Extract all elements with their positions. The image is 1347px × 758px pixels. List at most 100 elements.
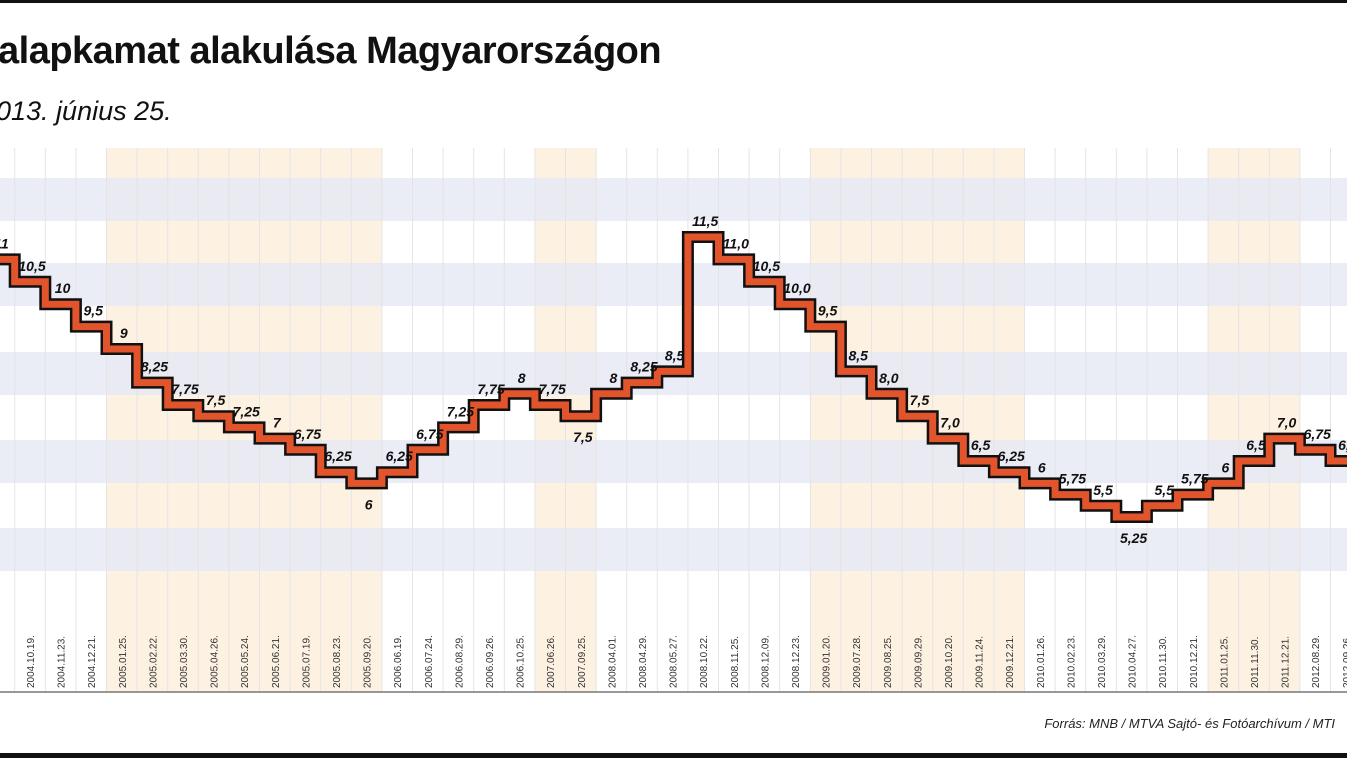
data-label: 8 [518, 370, 526, 386]
bottom-border [0, 753, 1347, 758]
x-tick-label: 2012.08.29. [1311, 635, 1322, 688]
data-label: 7,25 [233, 403, 260, 419]
x-tick-label: 2009.08.25. [883, 635, 894, 688]
x-tick-label: 2005.05.24. [240, 635, 251, 688]
data-label: 7,0 [940, 415, 960, 431]
x-tick-label: 2005.04.26. [210, 635, 221, 688]
x-tick-label: 2009.01.20. [822, 635, 833, 688]
data-label: 7,5 [206, 392, 226, 408]
data-label: 10 [55, 280, 71, 296]
data-label: 10,5 [753, 258, 780, 274]
data-label: 6 [1038, 459, 1046, 475]
x-tick-label: 2006.09.26. [485, 635, 496, 688]
x-tick-label: 2008.12.23. [791, 635, 802, 688]
data-label: 7,5 [573, 429, 593, 445]
data-label: 8 [610, 370, 618, 386]
x-tick-label: 2004.10.19. [26, 635, 37, 688]
data-label: 11,0 [723, 235, 749, 251]
x-tick-label: 2008.04.29. [638, 635, 649, 688]
x-tick-label: 2008.11.25. [730, 636, 741, 688]
data-label: 7,75 [539, 381, 566, 397]
x-tick-label: 2004.12.21. [87, 635, 98, 688]
data-label: 6,25 [386, 448, 413, 464]
data-label: 6,5 [1338, 437, 1347, 453]
x-tick-label: 2010.11.30. [1158, 636, 1169, 688]
data-label: 6,75 [294, 426, 321, 442]
data-label: 7,25 [447, 403, 474, 419]
x-tick-label: 2010.04.27. [1128, 635, 1139, 688]
data-label: 8,25 [141, 359, 168, 375]
x-tick-label: 2007.09.25. [577, 635, 588, 688]
x-tick-label: 2012.09.26. [1342, 635, 1347, 688]
data-label: 7,5 [910, 392, 930, 408]
x-tick-label: 2011.12.21. [1281, 636, 1292, 688]
x-tick-label: 2008.12.09. [760, 635, 771, 688]
data-label: 7 [273, 415, 282, 431]
data-label: 5,5 [1093, 482, 1113, 498]
data-label: 6 [365, 496, 373, 512]
x-tick-label: 2011.01.25. [1219, 636, 1230, 688]
x-tick-label: 2008.10.22. [699, 635, 710, 688]
x-tick-label: 2009.11.24. [975, 636, 986, 688]
x-tick-label: 2007.06.26. [546, 635, 557, 688]
x-tick-label: 2005.02.22. [148, 635, 159, 688]
x-tick-label: 2010.02.23. [1066, 635, 1077, 688]
data-label: 10,5 [18, 258, 45, 274]
data-label: 10,0 [783, 280, 810, 296]
data-label: 5,75 [1059, 471, 1086, 487]
x-tick-label: 2006.07.24. [424, 635, 435, 688]
x-tick-label: 2005.08.23. [332, 635, 343, 688]
data-label: 6,25 [324, 448, 351, 464]
x-tick-label: 2005.06.21. [271, 635, 282, 688]
data-label: 9,5 [83, 303, 103, 319]
data-label: 9 [120, 325, 128, 341]
data-label: 7,75 [171, 381, 198, 397]
data-label: 8,5 [848, 347, 868, 363]
top-border [0, 0, 1347, 3]
x-tick-label: 2009.09.29. [913, 635, 924, 688]
chart-subtitle: 013. június 25. [0, 96, 172, 126]
data-label: 6,75 [1304, 426, 1331, 442]
year-shade-2005 [106, 148, 382, 692]
data-label: 11,5 [692, 213, 718, 229]
horizontal-band [0, 178, 1347, 221]
data-label: 6,25 [998, 448, 1025, 464]
data-label: 5,75 [1181, 471, 1208, 487]
data-label: 6,75 [416, 426, 443, 442]
chart-title: alapkamat alakulása Magyarországon [0, 30, 662, 72]
x-tick-label: 2010.03.29. [1097, 635, 1108, 688]
x-tick-label: 2010.01.26. [1036, 635, 1047, 688]
x-tick-label: 2006.10.25. [516, 635, 527, 688]
x-tick-label: 2008.05.27. [669, 635, 680, 688]
data-label: 5,5 [1154, 482, 1174, 498]
data-label: 9,5 [818, 303, 838, 319]
data-label: 8,25 [630, 359, 657, 375]
x-tick-label: 2005.09.20. [363, 635, 374, 688]
horizontal-band [0, 528, 1347, 571]
data-label: 7,75 [477, 381, 504, 397]
data-label: 8,5 [665, 347, 685, 363]
series-line [0, 233, 1347, 521]
x-tick-label: 2005.01.25. [118, 635, 129, 688]
x-tick-label: 2004.11.23. [57, 636, 68, 688]
x-tick-label: 2009.10.20. [944, 635, 955, 688]
data-label: 5,25 [1120, 530, 1147, 546]
x-tick-label: 2005.03.30. [179, 635, 190, 688]
x-tick-label: 2005.07.19. [301, 635, 312, 688]
data-label: 6,5 [971, 437, 991, 453]
x-tick-label: 2011.11.30. [1250, 637, 1261, 688]
source-note: Forrás: MNB / MTVA Sajtó- és Fotóarchívu… [1044, 716, 1335, 731]
x-tick-label: 2006.06.19. [393, 635, 404, 688]
data-label: 8,0 [879, 370, 899, 386]
year-shade-2011 [1208, 148, 1300, 692]
horizontal-band [0, 263, 1347, 306]
horizontal-band [0, 440, 1347, 483]
x-tick-label: 2010.12.21. [1189, 635, 1200, 688]
x-tick-label: 2008.04.01. [607, 635, 618, 688]
x-tick-label: 2009.12.21. [1005, 635, 1016, 688]
x-tick-label: 2006.08.29. [454, 635, 465, 688]
data-label: 11 [0, 235, 9, 251]
data-label: 7,0 [1277, 415, 1297, 431]
data-label: 6,5 [1246, 437, 1266, 453]
